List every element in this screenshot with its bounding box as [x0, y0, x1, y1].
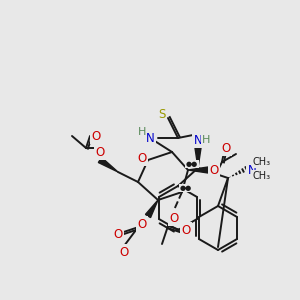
Text: O: O — [209, 164, 219, 176]
Text: O: O — [169, 212, 178, 224]
Text: N: N — [248, 164, 256, 176]
Text: O: O — [92, 130, 100, 142]
Text: H: H — [138, 127, 146, 137]
Text: H: H — [202, 135, 210, 145]
Text: O: O — [95, 146, 105, 158]
Text: O: O — [137, 152, 147, 164]
Text: O: O — [182, 224, 190, 236]
Text: O: O — [113, 227, 123, 241]
Text: ●●: ●● — [180, 185, 192, 191]
Text: CH₃: CH₃ — [253, 171, 271, 181]
Polygon shape — [98, 158, 118, 172]
Text: ●●: ●● — [186, 161, 198, 167]
Text: N: N — [194, 134, 202, 146]
Text: O: O — [119, 245, 129, 259]
Text: S: S — [158, 107, 166, 121]
Polygon shape — [195, 148, 201, 168]
Text: CH₃: CH₃ — [253, 157, 271, 167]
Polygon shape — [188, 167, 208, 173]
Text: O: O — [221, 142, 231, 154]
Polygon shape — [146, 200, 158, 218]
Text: O: O — [137, 218, 147, 230]
Text: N: N — [146, 131, 154, 145]
